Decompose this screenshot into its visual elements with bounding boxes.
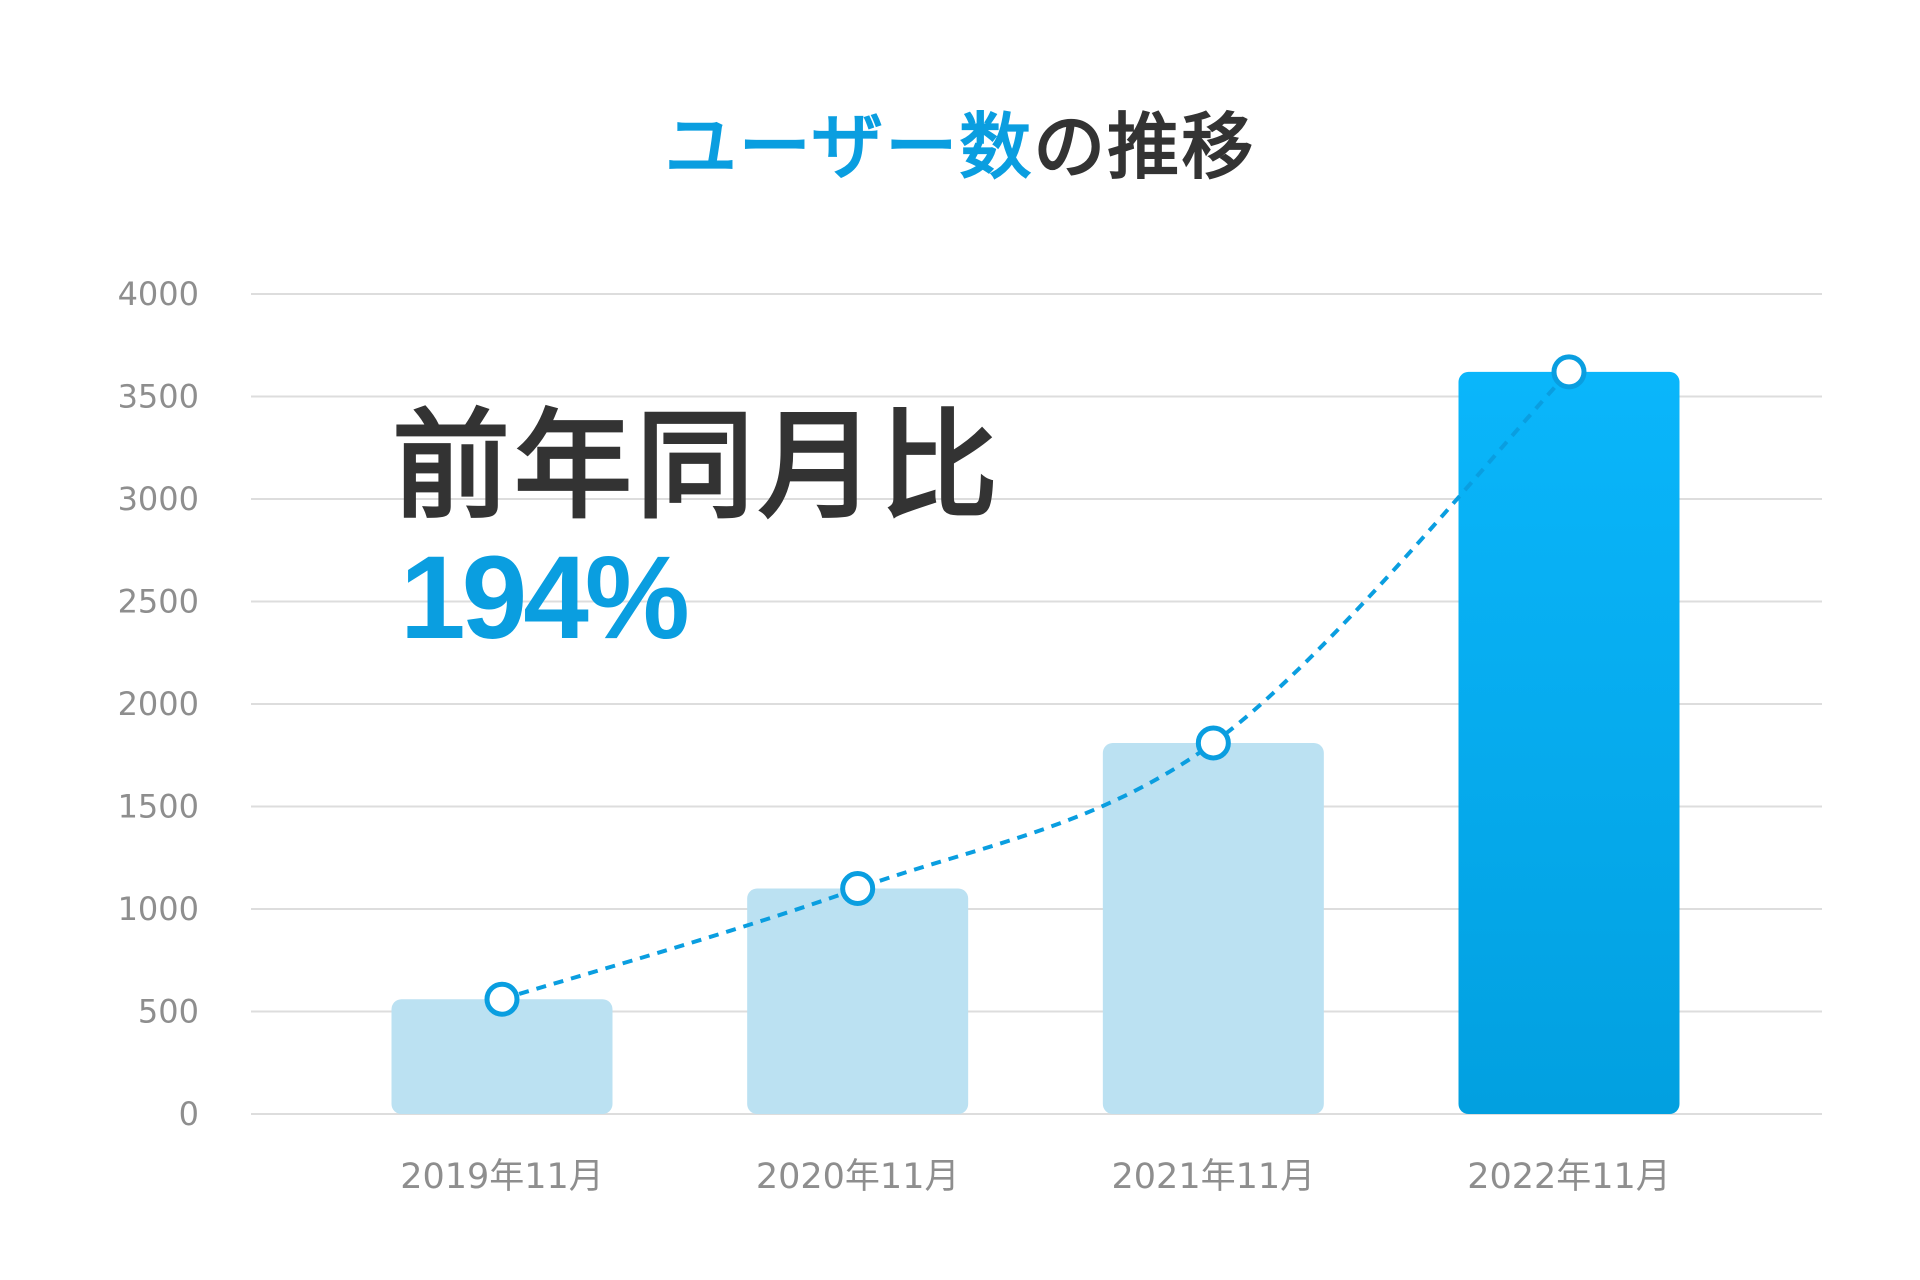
yoy-value: 194% [400,532,690,664]
y-tick-label: 3500 [118,378,199,416]
y-tick-label: 2000 [118,685,199,723]
bar [391,999,613,1114]
y-tick-label: 1500 [118,788,199,826]
y-tick-label: 1000 [118,890,199,928]
bar [1458,371,1680,1114]
x-tick-label: 2020年11月 [756,1157,960,1197]
data-point-marker [484,981,520,1017]
data-point-marker [840,871,876,906]
bar [747,888,969,1114]
data-point-marker [1195,725,1231,761]
x-tick-label: 2021年11月 [1112,1157,1316,1197]
title-rest: の推移 [1033,105,1256,189]
yoy-label: 前年同月比 [392,397,1003,535]
trend-line [501,370,1571,1002]
y-tick-label: 0 [179,1095,199,1133]
y-tick-label: 2500 [118,583,199,621]
data-point-marker [1551,354,1587,390]
x-tick-label: 2019年11月 [400,1157,604,1197]
x-tick-label: 2022年11月 [1467,1157,1671,1197]
y-tick-label: 3000 [118,480,199,518]
y-tick-label: 500 [138,993,199,1031]
y-tick-label: 4000 [118,275,199,313]
title-accent: ユーザー数 [664,105,1034,189]
chart-title: ユーザー数の推移 [0,88,1920,193]
bar [1102,742,1324,1114]
